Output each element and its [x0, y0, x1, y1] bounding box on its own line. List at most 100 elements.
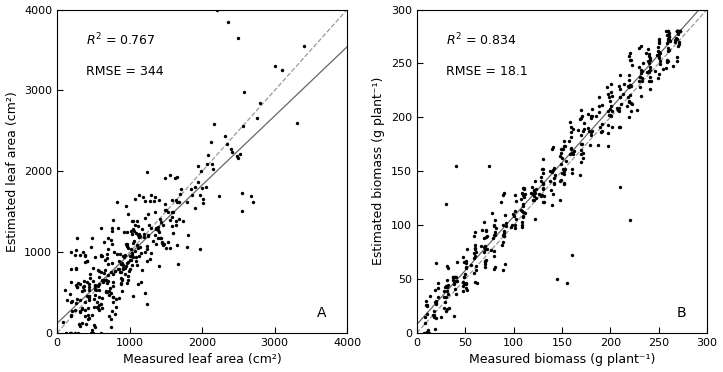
Point — [536, 192, 547, 198]
Point — [132, 232, 144, 238]
Point — [121, 241, 133, 247]
Point — [450, 278, 462, 284]
Point — [506, 222, 518, 228]
Point — [208, 166, 219, 172]
Point — [110, 267, 121, 273]
Point — [555, 178, 566, 184]
Point — [458, 281, 470, 287]
Point — [219, 133, 231, 139]
Point — [654, 50, 666, 56]
Point — [536, 193, 547, 199]
Point — [461, 280, 472, 286]
Point — [167, 209, 179, 215]
Point — [645, 78, 656, 84]
Point — [421, 303, 432, 309]
Point — [119, 271, 131, 277]
Point — [124, 266, 136, 272]
Point — [101, 280, 113, 286]
Point — [489, 225, 501, 231]
Point — [171, 218, 182, 224]
Point — [131, 218, 142, 224]
Point — [195, 168, 207, 174]
Point — [500, 223, 511, 229]
Point — [74, 297, 86, 303]
Point — [555, 153, 566, 158]
Point — [652, 75, 664, 81]
Point — [106, 308, 117, 314]
Point — [440, 294, 451, 300]
Point — [488, 253, 500, 259]
Point — [120, 263, 132, 269]
Point — [95, 269, 107, 275]
Point — [157, 222, 168, 228]
Point — [161, 207, 172, 213]
Point — [83, 295, 95, 301]
Point — [176, 186, 187, 192]
Point — [128, 218, 140, 224]
Point — [671, 28, 683, 34]
Point — [497, 242, 508, 248]
Point — [197, 196, 209, 202]
Point — [529, 187, 540, 193]
Point — [119, 265, 131, 271]
Point — [113, 295, 124, 301]
Point — [78, 283, 90, 289]
Point — [254, 100, 265, 106]
Point — [88, 304, 100, 310]
Point — [643, 78, 654, 84]
Point — [641, 69, 653, 75]
Point — [605, 103, 617, 109]
Point — [625, 57, 636, 62]
Text: RMSE = 344: RMSE = 344 — [86, 65, 163, 77]
Point — [625, 50, 636, 56]
Point — [430, 300, 442, 306]
Point — [661, 32, 672, 38]
Point — [106, 324, 117, 330]
Point — [574, 116, 586, 122]
Point — [510, 222, 521, 228]
Point — [102, 235, 114, 241]
Point — [586, 128, 597, 134]
Point — [530, 186, 542, 192]
Point — [103, 288, 115, 294]
Point — [469, 243, 481, 248]
Point — [518, 185, 530, 191]
Point — [567, 150, 578, 155]
Point — [516, 190, 528, 196]
Point — [662, 28, 673, 34]
Point — [578, 155, 589, 161]
Point — [164, 246, 176, 251]
Point — [658, 66, 669, 72]
Point — [89, 286, 100, 292]
Point — [449, 286, 461, 292]
Point — [485, 247, 497, 253]
Point — [125, 253, 137, 259]
Point — [614, 86, 625, 92]
Point — [529, 178, 541, 184]
Point — [134, 253, 145, 259]
Point — [615, 94, 626, 100]
Point — [674, 39, 685, 45]
Point — [643, 67, 655, 73]
Point — [558, 180, 570, 186]
Point — [663, 30, 675, 36]
Point — [449, 274, 461, 280]
Point — [458, 259, 470, 264]
Point — [149, 232, 161, 238]
Point — [457, 254, 469, 260]
Point — [70, 265, 82, 271]
Point — [107, 294, 119, 300]
Point — [106, 290, 117, 296]
Point — [136, 267, 147, 273]
Point — [480, 227, 492, 233]
Point — [613, 124, 625, 130]
Point — [110, 304, 121, 310]
Point — [612, 106, 624, 112]
Point — [129, 222, 141, 228]
Point — [89, 324, 100, 330]
Point — [103, 313, 115, 319]
Point — [155, 216, 166, 222]
Point — [516, 219, 528, 225]
Point — [421, 330, 432, 336]
Point — [518, 186, 530, 192]
